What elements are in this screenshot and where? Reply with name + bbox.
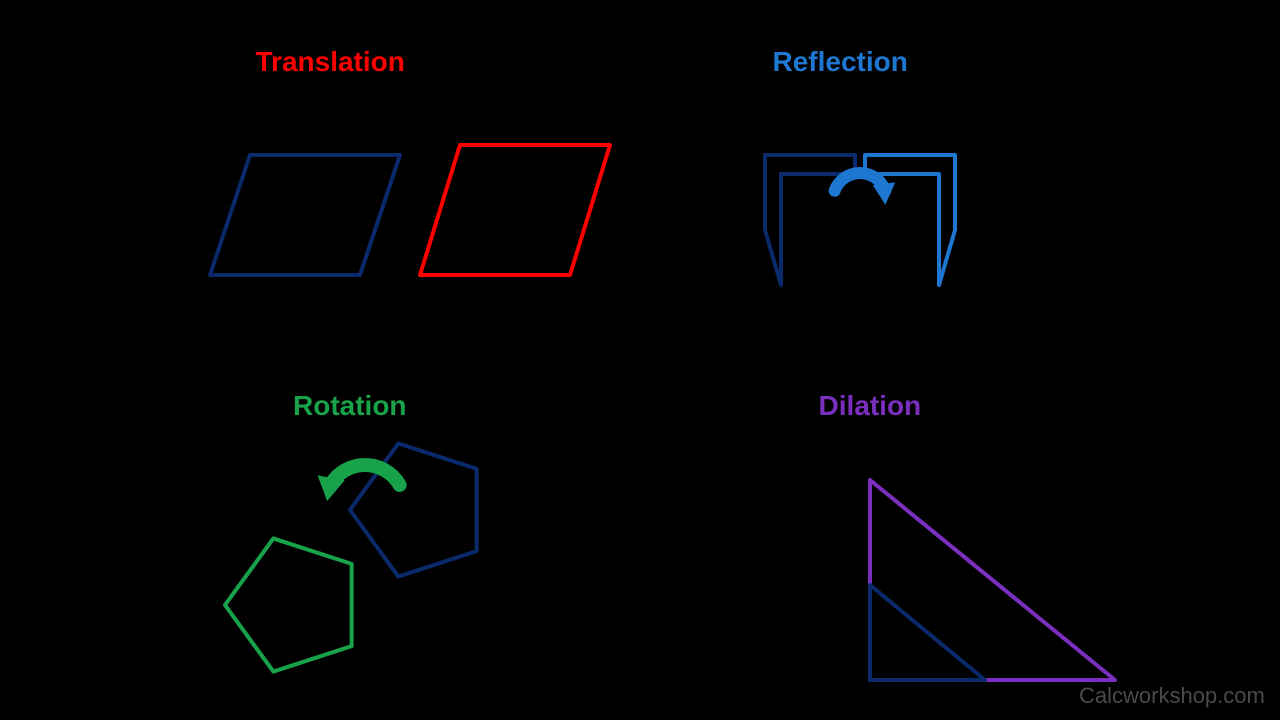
triangle-large — [870, 480, 1115, 680]
watermark: Calcworkshop.com — [1079, 683, 1265, 709]
dilation-diagram — [0, 0, 1280, 720]
triangle-small — [870, 585, 985, 680]
stage: Translation Reflection Rotation Dilation… — [0, 0, 1280, 720]
